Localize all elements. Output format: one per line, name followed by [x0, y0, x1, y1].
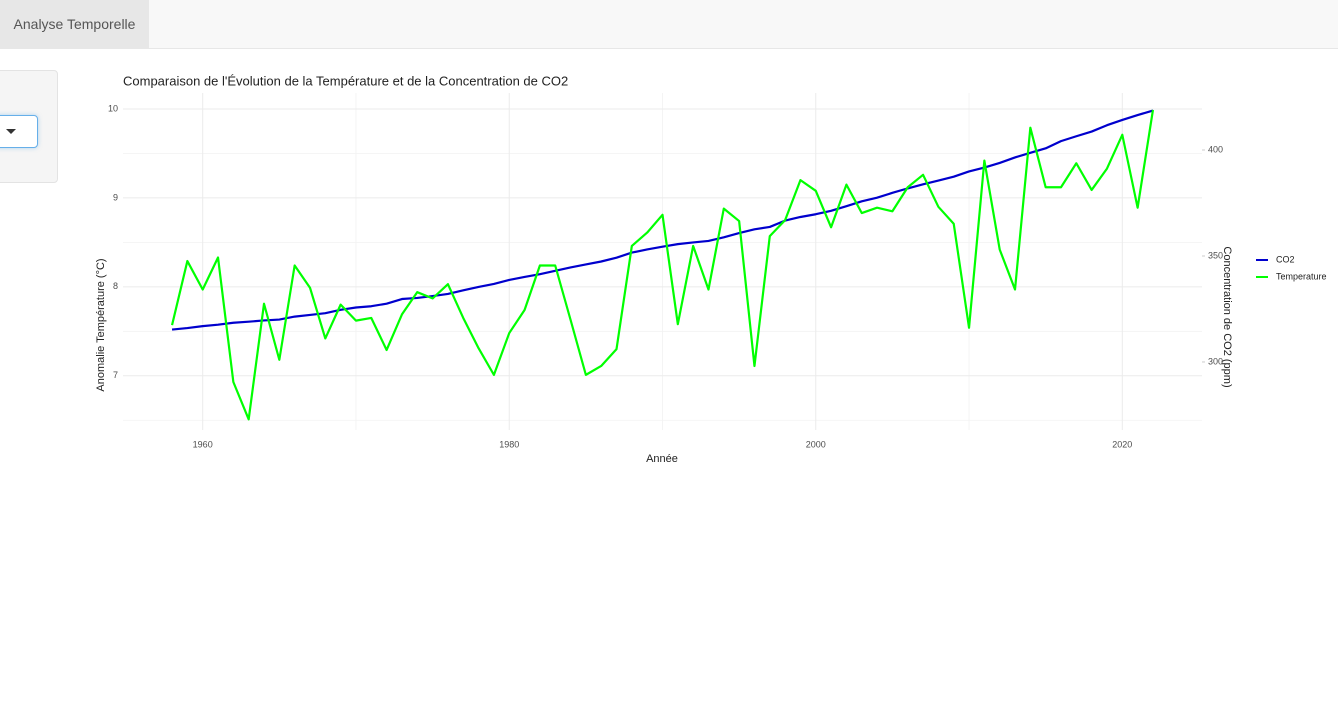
x-tick-label: 2020	[1112, 439, 1132, 449]
y-tick-label: 8	[113, 281, 118, 291]
x-tick-label: 1960	[193, 439, 213, 449]
y-tick-label: 7	[113, 370, 118, 380]
x-axis-title: Année	[646, 453, 678, 465]
series-line	[171, 109, 1154, 331]
y-axis-title: Anomalie Température (°C)	[95, 258, 107, 391]
chart: Comparaison de l'Évolution de la Tempéra…	[95, 73, 1327, 465]
navbar: Analyse Temporelle	[0, 0, 1338, 49]
select-caret	[6, 129, 16, 134]
select-input[interactable]	[0, 115, 38, 148]
y2-tick-label: 350	[1208, 250, 1223, 260]
y-tick-label: 10	[108, 103, 118, 113]
nav-tab[interactable]: Analyse Temporelle	[0, 0, 149, 48]
y-tick-label: 9	[113, 192, 118, 202]
x-tick-label: 1980	[499, 439, 519, 449]
chart-title: Comparaison de l'Évolution de la Tempéra…	[123, 73, 568, 88]
series-line	[170, 109, 1155, 421]
legend-label: CO2	[1276, 254, 1295, 264]
y2-tick-label: 300	[1208, 356, 1223, 366]
y2-axis-title: Concentration de CO2 (ppm)	[1221, 246, 1233, 387]
x-tick-label: 2000	[806, 439, 826, 449]
y2-tick-label: 400	[1208, 144, 1223, 154]
legend-label: Temperature	[1276, 271, 1327, 281]
